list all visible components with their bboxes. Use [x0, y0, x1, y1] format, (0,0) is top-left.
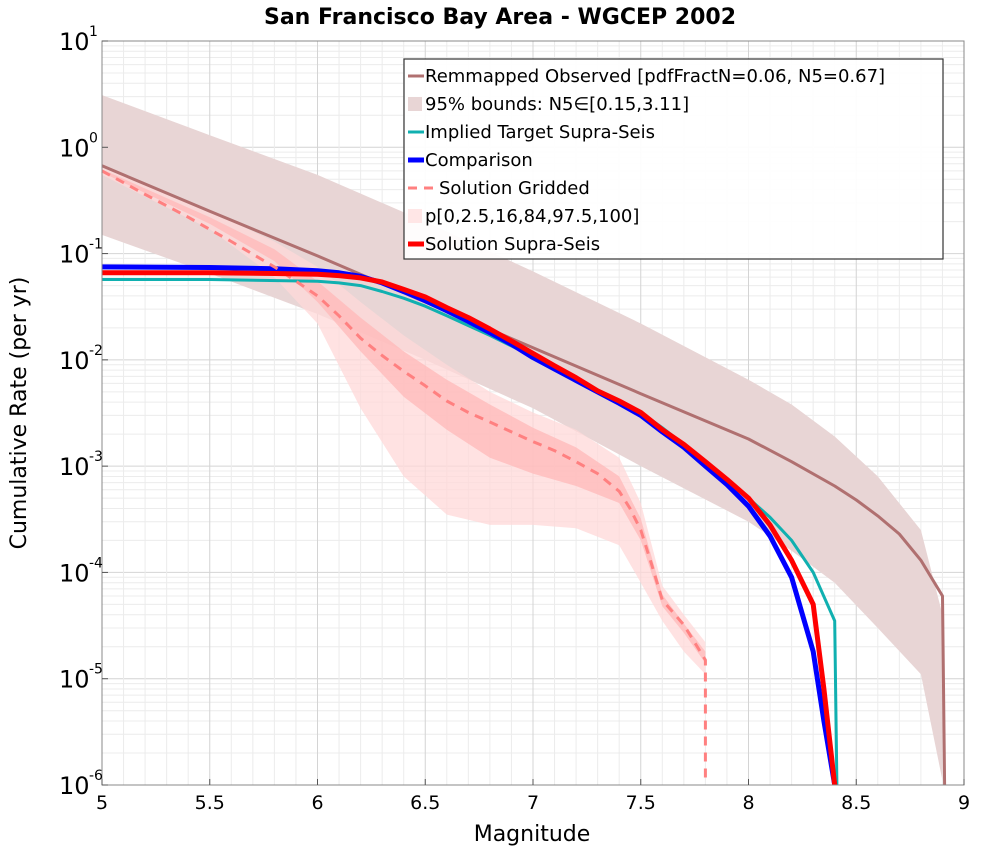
y-tick-label: 10 [59, 559, 90, 587]
y-tick-exponent: -6 [89, 768, 103, 784]
legend-label-6: p[0,2.5,16,84,97.5,100] [425, 206, 639, 227]
legend-label-3: Implied Target Supra-Seis [425, 122, 655, 143]
y-tick-exponent: 1 [89, 24, 98, 40]
legend-label-1: Remmapped Observed [pdfFractN=0.06, N5=0… [425, 66, 885, 87]
legend-label-5: Solution Gridded [439, 178, 590, 199]
series-line-5 [102, 270, 838, 786]
y-tick-exponent: -3 [89, 449, 103, 465]
y-tick-exponent: -2 [89, 343, 103, 359]
y-tick-label: 10 [59, 666, 90, 694]
x-tick-label: 6 [311, 792, 323, 814]
x-tick-label: 7 [527, 792, 539, 814]
y-axis-label: Cumulative Rate (per yr) [7, 277, 32, 550]
y-tick-label: 10 [59, 241, 90, 269]
band-2 [102, 167, 706, 675]
legend-label-7: Solution Supra-Seis [425, 234, 600, 255]
legend: Remmapped Observed [pdfFractN=0.06, N5=0… [403, 58, 944, 260]
y-tick-label: 10 [59, 28, 90, 56]
legend-label-2: 95% bounds: N5∈[0.15,3.11] [425, 94, 689, 115]
x-axis-label: Magnitude [474, 822, 591, 847]
y-tick-label: 10 [59, 134, 90, 162]
x-ticks: 5 5.5 6 6.5 7 7.5 8 8.5 9 [96, 779, 970, 814]
x-tick-label: 6.5 [410, 792, 440, 814]
legend-swatch-6 [408, 209, 422, 223]
legend-box [403, 58, 944, 260]
bands [102, 95, 943, 781]
x-tick-label: 8.5 [841, 792, 871, 814]
legend-swatch-2 [408, 97, 422, 111]
chart-title: San Francisco Bay Area - WGCEP 2002 [264, 5, 736, 30]
x-tick-label: 5 [96, 792, 108, 814]
x-tick-label: 7.5 [626, 792, 656, 814]
y-tick-exponent: -5 [89, 662, 103, 678]
x-tick-label: 9 [958, 792, 970, 814]
series-line-1 [101, 164, 947, 786]
series-lines [101, 164, 947, 786]
y-tick-label: 10 [59, 347, 90, 375]
y-tick-exponent: 0 [89, 130, 98, 146]
x-tick-label: 5.5 [195, 792, 225, 814]
y-tick-exponent: -4 [89, 555, 103, 571]
y-tick-exponent: -1 [89, 237, 103, 253]
y-tick-label: 10 [59, 772, 90, 800]
y-tick-label: 10 [59, 453, 90, 481]
legend-label-4: Comparison [425, 150, 533, 171]
x-tick-label: 8 [742, 792, 754, 814]
